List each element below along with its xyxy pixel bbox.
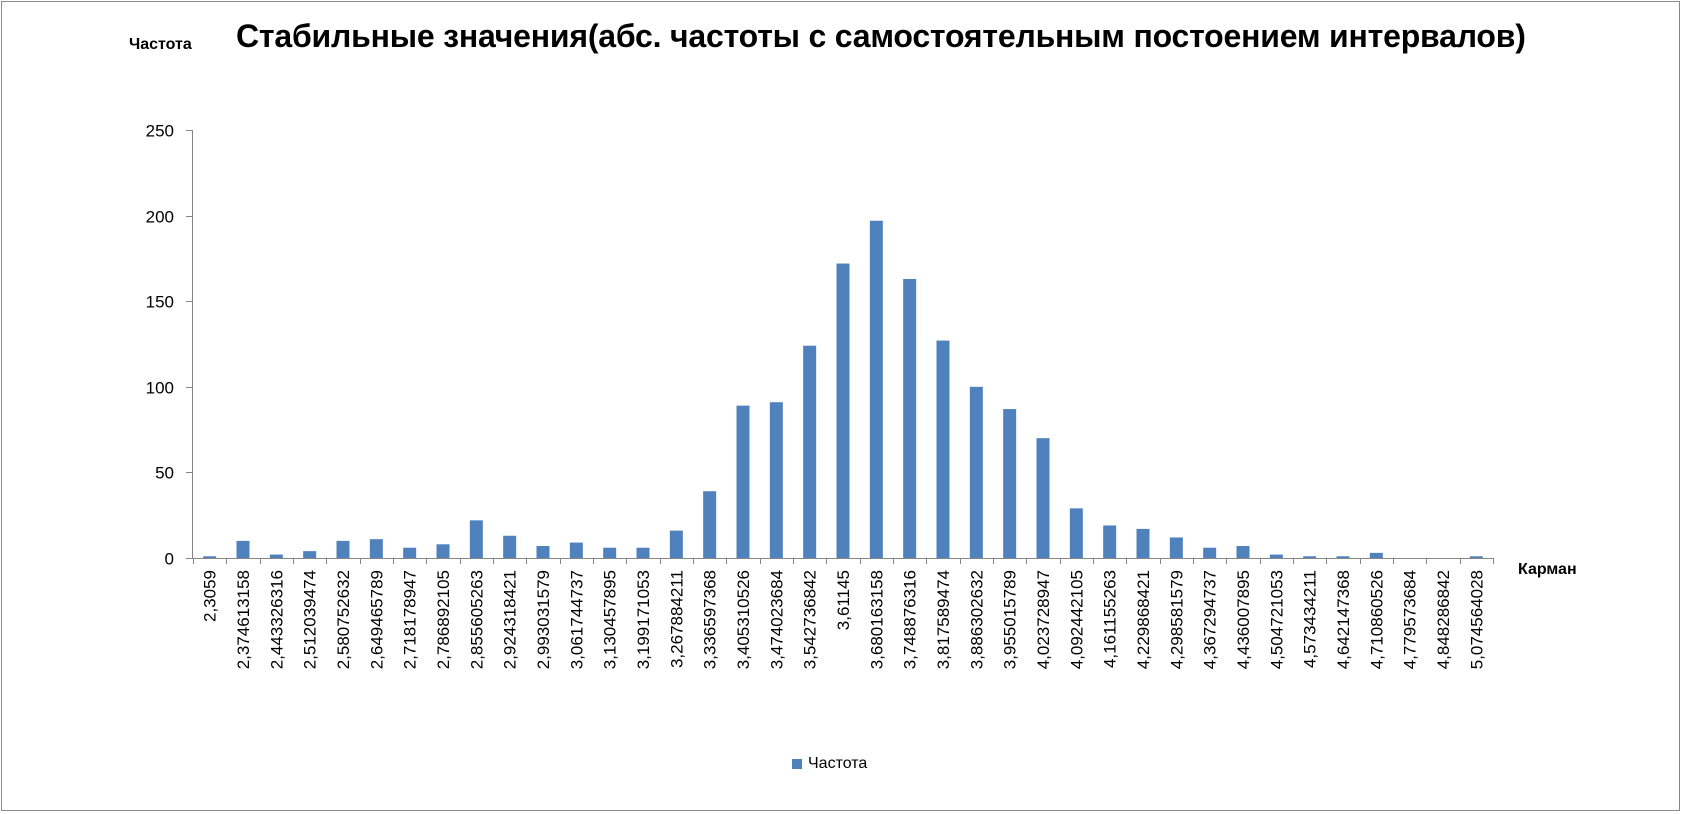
y-tick-label: 150 [146, 293, 174, 312]
x-tick-label: 3,955015789 [1001, 570, 1020, 669]
x-tick-label: 3,474023684 [767, 570, 786, 669]
y-tick-label: 200 [146, 208, 174, 227]
bar [1269, 554, 1283, 558]
bar [1369, 552, 1383, 558]
y-tick-label: 0 [165, 550, 174, 569]
y-tick-label: 250 [146, 122, 174, 141]
bar [1303, 556, 1317, 558]
legend: Частота [792, 755, 867, 773]
x-tick-label: 4,092442105 [1067, 570, 1086, 669]
x-tick-label: 4,367294737 [1201, 570, 1220, 669]
bar [703, 491, 717, 558]
bar [1003, 409, 1017, 558]
y-axis-label: Частота [129, 36, 192, 53]
bar [203, 556, 217, 558]
x-tick-label: 2,512039474 [301, 570, 320, 669]
x-tick-label: 3,199171053 [634, 570, 653, 669]
x-tick-label: 2,786892105 [434, 570, 453, 669]
bar [903, 278, 917, 558]
x-tick-label: 2,993031579 [534, 570, 553, 669]
bar [869, 220, 883, 558]
x-tick-label: 4,504721053 [1267, 570, 1286, 669]
x-tick-label: 4,710860526 [1367, 570, 1386, 669]
bar [603, 547, 617, 558]
x-tick-label: 4,642147368 [1334, 570, 1353, 669]
chart-title: Стабильные значения(абс. частоты с самос… [236, 18, 1526, 54]
x-tick-label: 4,779573684 [1401, 570, 1420, 669]
legend-label: Частота [808, 755, 868, 772]
x-tick-label: 4,573434211 [1301, 570, 1320, 668]
bar [336, 540, 350, 558]
x-tick-label: 3,817589474 [934, 570, 953, 669]
x-tick-label: 4,848286842 [1434, 570, 1453, 669]
x-tick-label: 2,855605263 [467, 570, 486, 669]
bar [1469, 556, 1483, 558]
bar [1336, 556, 1350, 558]
x-tick-label: 3,336597368 [701, 570, 720, 669]
bar [403, 547, 417, 558]
bar [769, 402, 783, 558]
x-tick-label: 3,61145 [834, 570, 853, 630]
y-tick-label: 50 [155, 464, 174, 483]
x-axis-label: Карман [1518, 561, 1577, 578]
x-tick-label: 4,229868421 [1134, 570, 1153, 669]
x-tick-label: 2,443326316 [267, 570, 286, 669]
bar [1236, 546, 1250, 558]
bar [503, 535, 517, 558]
x-tick-label: 3,748876316 [901, 570, 920, 669]
bar [436, 544, 450, 558]
bar [269, 554, 283, 558]
x-tick-label: 3,130457895 [601, 570, 620, 669]
x-tick-label: 3,886302632 [967, 570, 986, 669]
bar [536, 546, 550, 558]
x-tick-label: 4,298581579 [1167, 570, 1186, 669]
bar [469, 520, 483, 558]
bar [1069, 508, 1083, 558]
x-tick-label: 4,023728947 [1034, 570, 1053, 669]
bar [303, 551, 317, 558]
x-tick-label: 2,374613158 [234, 570, 253, 669]
x-tick-label: 5,074564028 [1467, 570, 1486, 669]
bar [736, 405, 750, 558]
bar [636, 547, 650, 558]
bar [936, 340, 950, 558]
legend-swatch [792, 759, 802, 769]
bar [969, 386, 983, 558]
x-tick-label: 2,3059 [201, 570, 220, 622]
bar [803, 345, 817, 558]
x-tick-label: 2,718178947 [401, 570, 420, 669]
bar [569, 542, 583, 558]
bar [1203, 547, 1217, 558]
x-tick-label: 3,542736842 [801, 570, 820, 669]
bar [369, 539, 383, 558]
bar [669, 530, 683, 558]
x-tick-label: 3,267884211 [667, 570, 686, 668]
bar [1036, 438, 1050, 558]
x-tick-label: 2,580752632 [334, 570, 353, 669]
y-tick-label: 100 [146, 379, 174, 398]
x-tick-label: 3,405310526 [734, 570, 753, 669]
x-tick-label: 4,436007895 [1234, 570, 1253, 669]
bar [1103, 525, 1117, 558]
x-tick-label: 3,680163158 [867, 570, 886, 669]
bar [236, 540, 250, 558]
x-tick-label: 4,161155263 [1101, 570, 1120, 668]
bar [836, 263, 850, 558]
bar [1169, 537, 1183, 558]
x-tick-label: 2,649465789 [367, 570, 386, 669]
x-tick-label: 2,924318421 [501, 570, 520, 669]
bar [1136, 528, 1150, 558]
x-tick-label: 3,061744737 [567, 570, 586, 669]
